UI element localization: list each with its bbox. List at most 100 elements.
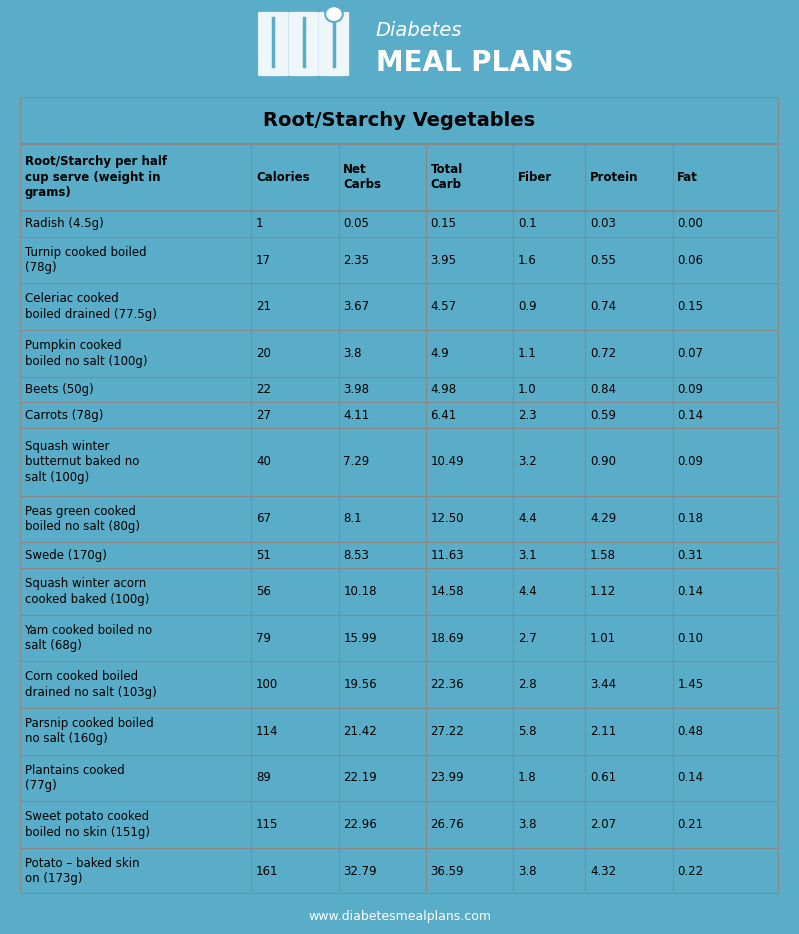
Text: 115: 115 — [256, 818, 278, 831]
Text: Squash winter acorn
cooked baked (100g): Squash winter acorn cooked baked (100g) — [25, 577, 149, 605]
Text: Yam cooked boiled no
salt (68g): Yam cooked boiled no salt (68g) — [25, 624, 153, 652]
Text: 0.03: 0.03 — [590, 218, 616, 231]
Text: 3.1: 3.1 — [518, 548, 537, 561]
Text: 22.36: 22.36 — [431, 678, 464, 691]
Text: 8.53: 8.53 — [344, 548, 369, 561]
Text: Plantains cooked
(77g): Plantains cooked (77g) — [25, 764, 125, 792]
Text: 0.14: 0.14 — [678, 409, 703, 422]
Text: Root/Starchy Vegetables: Root/Starchy Vegetables — [264, 111, 535, 130]
Text: Protein: Protein — [590, 171, 638, 184]
Text: 0.59: 0.59 — [590, 409, 616, 422]
Text: 3.8: 3.8 — [518, 818, 536, 831]
Text: 0.06: 0.06 — [678, 253, 703, 266]
Text: 0.14: 0.14 — [678, 585, 703, 598]
Text: 0.07: 0.07 — [678, 347, 703, 360]
Text: Peas green cooked
boiled no salt (80g): Peas green cooked boiled no salt (80g) — [25, 504, 140, 533]
Text: 0.9: 0.9 — [518, 300, 537, 313]
Text: Total
Carb: Total Carb — [431, 163, 463, 191]
Text: 79: 79 — [256, 631, 271, 644]
Text: 67: 67 — [256, 513, 271, 526]
Text: Pumpkin cooked
boiled no salt (100g): Pumpkin cooked boiled no salt (100g) — [25, 339, 147, 367]
Text: Sweet potato cooked
boiled no skin (151g): Sweet potato cooked boiled no skin (151g… — [25, 810, 149, 839]
Text: Diabetes: Diabetes — [376, 21, 462, 40]
Text: Carrots (78g): Carrots (78g) — [25, 409, 103, 422]
Text: 0.55: 0.55 — [590, 253, 616, 266]
Text: 40: 40 — [256, 456, 271, 469]
Text: 0.48: 0.48 — [678, 725, 703, 738]
Text: 36.59: 36.59 — [431, 865, 464, 878]
FancyBboxPatch shape — [319, 12, 349, 76]
Text: 1.12: 1.12 — [590, 585, 616, 598]
Text: 0.09: 0.09 — [678, 383, 703, 396]
Text: 114: 114 — [256, 725, 279, 738]
Text: 2.11: 2.11 — [590, 725, 616, 738]
Text: 4.4: 4.4 — [518, 585, 537, 598]
Text: 56: 56 — [256, 585, 271, 598]
Text: 3.98: 3.98 — [344, 383, 369, 396]
Text: 0.22: 0.22 — [678, 865, 703, 878]
Text: 4.98: 4.98 — [431, 383, 457, 396]
Text: 2.07: 2.07 — [590, 818, 616, 831]
Text: Corn cooked boiled
drained no salt (103g): Corn cooked boiled drained no salt (103g… — [25, 671, 157, 699]
Text: Swede (170g): Swede (170g) — [25, 548, 106, 561]
Text: 20: 20 — [256, 347, 271, 360]
Text: Fiber: Fiber — [518, 171, 552, 184]
Text: 89: 89 — [256, 771, 271, 785]
Text: 4.57: 4.57 — [431, 300, 457, 313]
Text: 22.96: 22.96 — [344, 818, 377, 831]
Text: 1.0: 1.0 — [518, 383, 537, 396]
Text: Net
Carbs: Net Carbs — [344, 163, 381, 191]
Text: 0.31: 0.31 — [678, 548, 703, 561]
Text: 8.1: 8.1 — [344, 513, 362, 526]
Text: 0.15: 0.15 — [431, 218, 456, 231]
Text: 0.74: 0.74 — [590, 300, 616, 313]
Text: 22: 22 — [256, 383, 271, 396]
Text: 5.8: 5.8 — [518, 725, 536, 738]
Text: 3.67: 3.67 — [344, 300, 369, 313]
Text: Root/Starchy per half
cup serve (weight in
grams): Root/Starchy per half cup serve (weight … — [25, 155, 167, 199]
Text: 1.8: 1.8 — [518, 771, 537, 785]
Text: 2.8: 2.8 — [518, 678, 537, 691]
Text: 3.2: 3.2 — [518, 456, 537, 469]
Text: 0.15: 0.15 — [678, 300, 703, 313]
Text: 32.79: 32.79 — [344, 865, 377, 878]
Text: 6.41: 6.41 — [431, 409, 457, 422]
Text: 4.4: 4.4 — [518, 513, 537, 526]
Text: 2.3: 2.3 — [518, 409, 537, 422]
Text: 1: 1 — [256, 218, 264, 231]
Text: Radish (4.5g): Radish (4.5g) — [25, 218, 103, 231]
Text: 17: 17 — [256, 253, 271, 266]
Text: 0.1: 0.1 — [518, 218, 537, 231]
Text: 0.61: 0.61 — [590, 771, 616, 785]
Text: 100: 100 — [256, 678, 278, 691]
Text: 1.1: 1.1 — [518, 347, 537, 360]
Text: 10.49: 10.49 — [431, 456, 464, 469]
Text: 2.35: 2.35 — [344, 253, 369, 266]
Ellipse shape — [325, 7, 343, 22]
Text: 26.76: 26.76 — [431, 818, 464, 831]
Text: MEAL PLANS: MEAL PLANS — [376, 50, 573, 78]
Text: 3.8: 3.8 — [344, 347, 362, 360]
Text: 0.00: 0.00 — [678, 218, 703, 231]
Text: 7.29: 7.29 — [344, 456, 370, 469]
Text: Celeriac cooked
boiled drained (77.5g): Celeriac cooked boiled drained (77.5g) — [25, 292, 157, 321]
Text: 1.45: 1.45 — [678, 678, 703, 691]
Text: 15.99: 15.99 — [344, 631, 377, 644]
Text: 3.95: 3.95 — [431, 253, 456, 266]
Text: Turnip cooked boiled
(78g): Turnip cooked boiled (78g) — [25, 246, 146, 275]
Text: 0.18: 0.18 — [678, 513, 703, 526]
FancyBboxPatch shape — [258, 12, 288, 76]
Text: Beets (50g): Beets (50g) — [25, 383, 93, 396]
Text: Potato – baked skin
on (173g): Potato – baked skin on (173g) — [25, 856, 139, 885]
Text: 1.01: 1.01 — [590, 631, 616, 644]
Text: 3.44: 3.44 — [590, 678, 616, 691]
Text: 14.58: 14.58 — [431, 585, 464, 598]
Text: Calories: Calories — [256, 171, 310, 184]
Text: 4.32: 4.32 — [590, 865, 616, 878]
Text: 21: 21 — [256, 300, 271, 313]
Text: 4.11: 4.11 — [344, 409, 370, 422]
Text: 2.7: 2.7 — [518, 631, 537, 644]
Text: 0.10: 0.10 — [678, 631, 703, 644]
Text: 0.84: 0.84 — [590, 383, 616, 396]
Text: Parsnip cooked boiled
no salt (160g): Parsnip cooked boiled no salt (160g) — [25, 717, 153, 745]
